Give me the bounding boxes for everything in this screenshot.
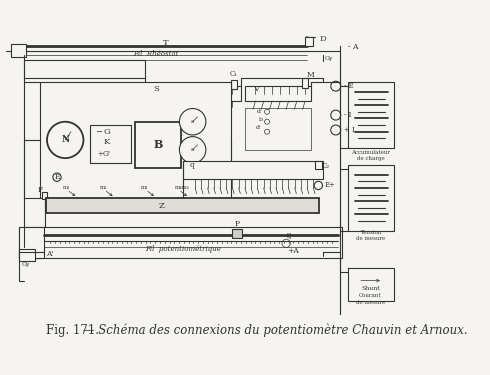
Text: N: N [61,135,70,144]
Text: m₁: m₁ [63,185,70,190]
Text: D: D [319,35,326,43]
Bar [305,36,314,46]
Text: m₂: m₂ [100,185,107,190]
Bar [348,82,393,148]
Text: — Schéma des connexions du potentiomètre Chauvin et Arnoux.: — Schéma des connexions du potentiomètre… [79,324,468,337]
Bar [11,44,25,57]
Text: T: T [163,39,169,47]
Bar [19,249,35,261]
Bar [90,125,131,163]
Text: E+: E+ [325,182,336,189]
Text: Fil  potentiométrique: Fil potentiométrique [145,245,220,253]
Text: G': G' [102,150,111,158]
Text: - I: - I [344,111,351,119]
Text: de mesure: de mesure [356,236,385,241]
Text: Accumulateur: Accumulateur [351,150,390,155]
Bar [146,86,241,101]
Bar [40,82,231,198]
Text: d: d [257,109,261,114]
Text: d': d' [255,125,261,130]
Text: Gy: Gy [21,261,30,267]
Text: C₂: C₂ [321,162,330,170]
Text: M: M [307,71,315,80]
Bar [19,227,342,258]
Text: Fil  Rhéostat: Fil Rhéostat [133,50,178,58]
Text: ─: ─ [96,128,101,136]
Text: - A: - A [348,43,359,51]
Text: Tension: Tension [360,230,381,235]
Bar [231,80,237,88]
Text: P: P [235,220,240,228]
Bar [183,160,323,179]
Circle shape [179,136,206,163]
Text: a: a [191,119,195,124]
Text: m₄m₅: m₄m₅ [174,185,189,190]
Circle shape [47,122,83,158]
Text: Gy: Gy [325,56,334,62]
Text: a: a [191,147,195,152]
Text: Z: Z [159,202,165,210]
Text: S: S [154,85,160,93]
Bar [135,122,181,168]
Text: b: b [259,117,263,122]
Text: B: B [153,140,163,150]
Text: A': A' [46,250,54,258]
Text: Fig. 171.: Fig. 171. [46,324,99,337]
Bar [348,268,393,301]
Bar [315,160,321,169]
Text: F: F [38,186,43,194]
Text: Shunt: Shunt [361,286,380,291]
Bar [232,229,242,237]
Text: +: + [97,150,103,158]
Text: +A: +A [287,247,299,255]
Bar [348,165,393,231]
Bar [42,192,47,199]
Bar [302,78,308,88]
Text: Q: Q [286,231,292,239]
Text: q: q [189,161,194,169]
Text: C₁: C₁ [230,70,238,78]
Text: - E: - E [344,82,354,90]
Text: K: K [103,138,110,146]
Circle shape [179,108,206,135]
Text: de charge: de charge [357,156,384,160]
Text: G: G [103,128,110,136]
Text: de mesure: de mesure [356,300,385,304]
Text: Courant: Courant [359,293,382,298]
Text: m₃: m₃ [141,185,149,190]
Bar [19,227,44,258]
Bar [245,86,311,101]
Bar [46,198,319,213]
Text: + I: + I [344,126,355,134]
Text: V: V [253,85,259,93]
Text: E: E [54,173,60,181]
Bar [245,108,311,150]
